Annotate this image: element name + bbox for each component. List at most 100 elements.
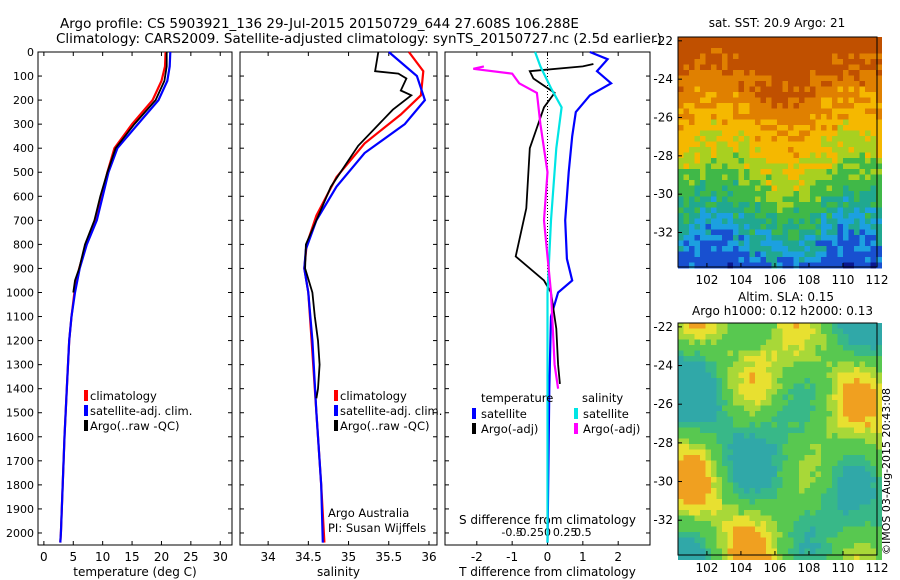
depth-tick-label: 100 bbox=[13, 70, 34, 83]
depth-tick-label: 1500 bbox=[6, 407, 34, 420]
institution-label: Argo Australia bbox=[328, 506, 409, 520]
sst-map-title: sat. SST: 20.9 Argo: 21 bbox=[709, 16, 846, 30]
s-tick-label: -0.5 bbox=[501, 526, 522, 539]
legend-entry: Argo(-adj) bbox=[583, 422, 640, 436]
map-y-tick-label: -26 bbox=[653, 397, 673, 411]
legend-title: temperature bbox=[481, 391, 553, 405]
map-y-tick-label: -30 bbox=[653, 475, 673, 489]
map-y-tick-label: -32 bbox=[653, 513, 673, 527]
map-y-tick-label: -32 bbox=[653, 226, 673, 240]
x-tick-label: -2 bbox=[471, 550, 483, 564]
plot-title-line1: Argo profile: CS 5903921_136 29-Jul-2015… bbox=[60, 16, 579, 32]
series-line-satelliteadjclim bbox=[59, 51, 172, 543]
x-axis-label: temperature (deg C) bbox=[73, 565, 196, 579]
map-y-tick-label: -24 bbox=[653, 359, 673, 373]
x-tick-label: 2 bbox=[614, 550, 622, 564]
map-x-tick-label: 106 bbox=[763, 561, 786, 575]
legend-swatch bbox=[84, 405, 88, 416]
depth-tick-label: 1400 bbox=[6, 383, 34, 396]
map-x-tick-label: 104 bbox=[729, 273, 752, 287]
depth-tick-label: 900 bbox=[13, 262, 34, 275]
legend-swatch bbox=[472, 423, 476, 434]
legend-swatch bbox=[574, 423, 578, 434]
map-x-tick-label: 102 bbox=[695, 561, 718, 575]
depth-tick-label: 700 bbox=[13, 214, 34, 227]
x-tick-label: 34.5 bbox=[295, 550, 322, 564]
series-line-argorawqc bbox=[304, 51, 414, 399]
x-tick-label: 36 bbox=[421, 550, 436, 564]
series-line-satellite bbox=[546, 50, 614, 543]
map-x-tick-label: 102 bbox=[695, 273, 718, 287]
series-line-climatology bbox=[59, 51, 167, 543]
map-y-tick-label: -22 bbox=[653, 34, 673, 48]
legend-entry: satellite-adj. clim. bbox=[340, 404, 442, 418]
pi-label: PI: Susan Wijffels bbox=[328, 521, 426, 535]
depth-tick-label: 300 bbox=[13, 118, 34, 131]
legend-swatch bbox=[334, 420, 338, 431]
map-y-tick-label: -28 bbox=[653, 436, 673, 450]
x-tick-label: 0 bbox=[544, 550, 552, 564]
x-tick-label: 10 bbox=[95, 550, 110, 564]
map-y-tick-label: -22 bbox=[653, 320, 673, 334]
depth-tick-label: 2000 bbox=[6, 527, 34, 540]
s-tick-label: 0.5 bbox=[574, 526, 592, 539]
depth-tick-label: 1900 bbox=[6, 503, 34, 516]
map-cells-sst-map bbox=[678, 37, 882, 269]
legend-entry: Argo(-adj) bbox=[481, 422, 538, 436]
map-frame-sst-map bbox=[677, 36, 878, 268]
legend-swatch bbox=[84, 420, 88, 431]
series-line-climatology bbox=[303, 51, 425, 543]
x-tick-label: 35.5 bbox=[375, 550, 402, 564]
depth-tick-label: 1100 bbox=[6, 311, 34, 324]
x-axis-label: T difference from climatology bbox=[458, 565, 636, 579]
x-axis-label: salinity bbox=[317, 565, 360, 579]
depth-tick-label: 1300 bbox=[6, 359, 34, 372]
series-line-satelliteadjclim bbox=[303, 51, 427, 543]
sla-map-subtitle: Argo h1000: 0.12 h2000: 0.13 bbox=[692, 304, 873, 318]
legend-entry: satellite bbox=[481, 407, 527, 421]
series-line-argoadj bbox=[514, 63, 594, 384]
map-x-tick-label: 110 bbox=[832, 273, 855, 287]
depth-tick-label: 0 bbox=[27, 46, 34, 59]
legend-swatch bbox=[84, 390, 88, 401]
legend-entry: Argo(..raw -QC) bbox=[90, 419, 180, 433]
depth-tick-label: 400 bbox=[13, 142, 34, 155]
depth-tick-label: 200 bbox=[13, 94, 34, 107]
depth-tick-label: 500 bbox=[13, 166, 34, 179]
x-tick-label: 35 bbox=[341, 550, 356, 564]
legend-entry: climatology bbox=[340, 389, 407, 403]
series-line-argorawqc bbox=[72, 52, 168, 293]
depth-tick-label: 600 bbox=[13, 190, 34, 203]
s-tick-label: 0.25 bbox=[553, 526, 578, 539]
legend-entry: satellite-adj. clim. bbox=[90, 404, 192, 418]
panel-frame-temperature bbox=[37, 51, 233, 546]
x-tick-label: 34 bbox=[261, 550, 276, 564]
legend-title: salinity bbox=[582, 391, 623, 405]
panel-frame-salinity bbox=[239, 51, 438, 546]
x-tick-label: 1 bbox=[579, 550, 587, 564]
x-tick-label: -1 bbox=[506, 550, 518, 564]
legend-swatch bbox=[334, 390, 338, 401]
plot-title-line2: Climatology: CARS2009. Satellite-adjuste… bbox=[56, 31, 662, 47]
x-tick-label: 30 bbox=[213, 550, 228, 564]
map-x-tick-label: 108 bbox=[798, 561, 821, 575]
map-x-tick-label: 106 bbox=[763, 273, 786, 287]
legend-swatch bbox=[472, 408, 476, 419]
map-x-tick-label: 112 bbox=[866, 561, 889, 575]
map-y-tick-label: -30 bbox=[653, 187, 673, 201]
legend-swatch bbox=[334, 405, 338, 416]
sla-map-title: Altim. SLA: 0.15 bbox=[738, 290, 834, 304]
depth-tick-label: 1700 bbox=[6, 455, 34, 468]
map-x-tick-label: 104 bbox=[729, 561, 752, 575]
depth-tick-label: 1600 bbox=[6, 431, 34, 444]
s-tick-label: -0.25 bbox=[516, 526, 544, 539]
map-x-tick-label: 108 bbox=[798, 273, 821, 287]
legend-swatch bbox=[574, 408, 578, 419]
depth-tick-label: 800 bbox=[13, 238, 34, 251]
x-tick-label: 25 bbox=[183, 550, 198, 564]
map-cells-sla-map bbox=[678, 323, 882, 560]
map-x-tick-label: 112 bbox=[866, 273, 889, 287]
map-frame-sla-map bbox=[677, 322, 878, 556]
series-line-satellite bbox=[534, 51, 563, 543]
